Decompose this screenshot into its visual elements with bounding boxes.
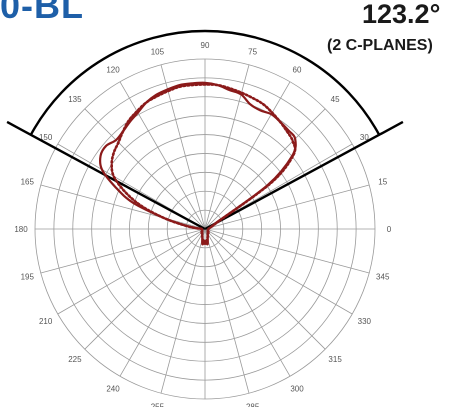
grid-spoke: [57, 228, 206, 315]
angle-tick-label: 180: [14, 225, 28, 234]
angle-tick-label: 135: [68, 95, 82, 104]
angle-tick-label: 210: [39, 317, 53, 326]
angle-tick-label: 90: [201, 41, 210, 50]
angle-tick-label: 285: [246, 403, 260, 407]
grid-spoke: [204, 108, 326, 230]
chart-title: 0-BL: [0, 0, 84, 26]
angle-tick-label: 300: [290, 384, 304, 393]
grid-spoke: [40, 184, 206, 230]
grid-spoke: [204, 184, 370, 230]
angle-tick-label: 195: [21, 273, 35, 282]
angle-tick-label: 75: [248, 47, 257, 56]
beam-angle-label: 123.2°: [362, 0, 441, 29]
angle-tick-label: 0: [387, 225, 392, 234]
grid-spoke: [119, 228, 206, 377]
beam-arc: [29, 29, 381, 136]
grid-spoke: [204, 228, 370, 274]
grid-spoke: [160, 228, 206, 394]
angle-tick-label: 225: [68, 355, 82, 364]
grid-spoke: [84, 228, 206, 350]
grid-spoke: [204, 228, 250, 394]
angle-tick-label: 330: [358, 317, 372, 326]
angle-labels: 0 15 30 45 60 75 90 105 120 135 150 165 180 195 210 225…: [14, 41, 391, 407]
angle-tick-label: 345: [376, 273, 390, 282]
grid-spoke: [204, 228, 353, 315]
grid-spoke: [84, 108, 206, 230]
intensity-curves: [98, 81, 297, 246]
planes-note-label: (2 C-PLANES): [327, 37, 433, 54]
grid-spoke: [40, 228, 206, 274]
angle-tick-label: 240: [106, 384, 120, 393]
angle-tick-label: 30: [360, 133, 369, 142]
polar-grid: [34, 58, 376, 400]
angle-tick-label: 150: [39, 133, 53, 142]
angle-tick-label: 315: [328, 355, 342, 364]
grid-spoke: [204, 228, 326, 350]
angle-tick-label: 15: [378, 177, 387, 186]
angle-tick-label: 105: [151, 47, 165, 56]
angle-tick-label: 255: [151, 403, 165, 407]
angle-tick-label: 165: [21, 177, 35, 186]
angle-tick-label: 60: [293, 66, 302, 75]
grid-spoke: [204, 228, 291, 377]
dotted-intensity-curve: [110, 83, 297, 246]
grid-spoke: [119, 81, 206, 230]
beam-edge-line: [204, 120, 404, 231]
grid-spoke: [204, 81, 291, 230]
angle-tick-label: 45: [331, 95, 340, 104]
angle-tick-label: 120: [106, 66, 120, 75]
